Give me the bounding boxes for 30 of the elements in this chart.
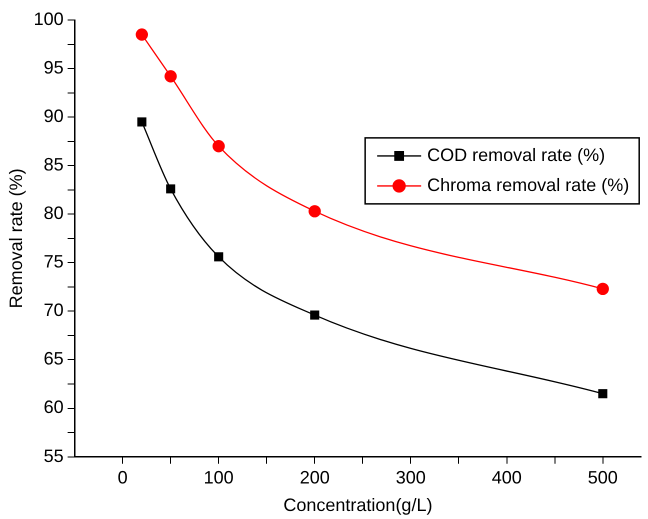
y-tick-label: 80 xyxy=(44,203,64,224)
y-tick-label: 55 xyxy=(44,446,64,466)
x-tick-label: 100 xyxy=(204,468,234,488)
y-tick-label: 60 xyxy=(44,397,64,418)
x-tick-label: 500 xyxy=(588,468,618,488)
y-tick-label: 65 xyxy=(44,348,64,369)
y-tick-label: 70 xyxy=(44,300,64,320)
point xyxy=(310,310,320,320)
y-axis-title: Removal rate (%) xyxy=(6,168,26,308)
x-axis-title: Concentration(g/L) xyxy=(283,495,432,516)
y-tick-label: 85 xyxy=(44,154,64,175)
legend-label: Chroma removal rate (%) xyxy=(427,174,630,195)
x-tick-label: 400 xyxy=(492,468,522,488)
point xyxy=(166,184,176,194)
point xyxy=(214,252,224,262)
y-tick-label: 95 xyxy=(44,58,64,78)
point xyxy=(136,28,148,41)
y-tick-label: 90 xyxy=(44,106,64,126)
point xyxy=(598,389,608,398)
y-tick-label: 100 xyxy=(34,8,64,29)
point xyxy=(137,117,146,126)
point xyxy=(164,70,177,82)
point xyxy=(308,205,321,218)
x-tick-label: 200 xyxy=(300,468,330,488)
y-tick-label: 75 xyxy=(44,252,64,272)
legend-label: COD removal rate (%) xyxy=(427,144,606,165)
point xyxy=(596,282,609,296)
x-tick-label: 0 xyxy=(118,468,128,488)
x-tick-label: 300 xyxy=(396,468,426,488)
point xyxy=(212,140,225,152)
